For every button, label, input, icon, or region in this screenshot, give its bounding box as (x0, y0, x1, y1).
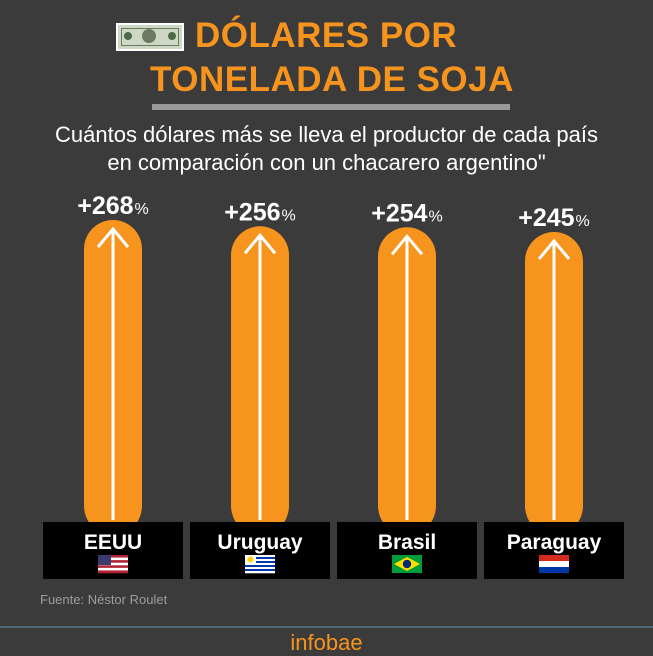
page-title-line2: TONELADA DE SOJA (150, 60, 514, 99)
usa-flag-icon (98, 555, 128, 574)
subtitle-line2: en comparación con un chacarero argentin… (107, 150, 546, 175)
brand-logo: infobae (290, 630, 363, 655)
category-label: Paraguay (507, 531, 602, 554)
category-label: Uruguay (217, 531, 303, 554)
arrow-up-icon (537, 238, 571, 260)
value-label: +256% (224, 198, 296, 226)
value-label: +268% (77, 192, 149, 220)
value-label: +254% (371, 199, 443, 227)
dollar-bill-icon (116, 23, 184, 51)
arrow-up-icon (390, 233, 424, 256)
arrow-up-icon (96, 226, 130, 248)
uruguay-flag-icon (245, 555, 275, 574)
paraguay-flag-icon (539, 555, 569, 573)
value-label: +245% (518, 204, 590, 232)
footer-divider (0, 626, 653, 628)
subtitle-line1: Cuántos dólares más se lleva el producto… (55, 122, 598, 147)
title-underline (152, 104, 510, 110)
category-label: Brasil (378, 531, 436, 554)
brazil-flag-icon (392, 555, 422, 573)
source-note: Fuente: Néstor Roulet (40, 592, 168, 607)
page-title-line1: DÓLARES POR (195, 16, 458, 55)
category-label: EEUU (84, 531, 142, 554)
arrow-up-icon (243, 232, 277, 255)
